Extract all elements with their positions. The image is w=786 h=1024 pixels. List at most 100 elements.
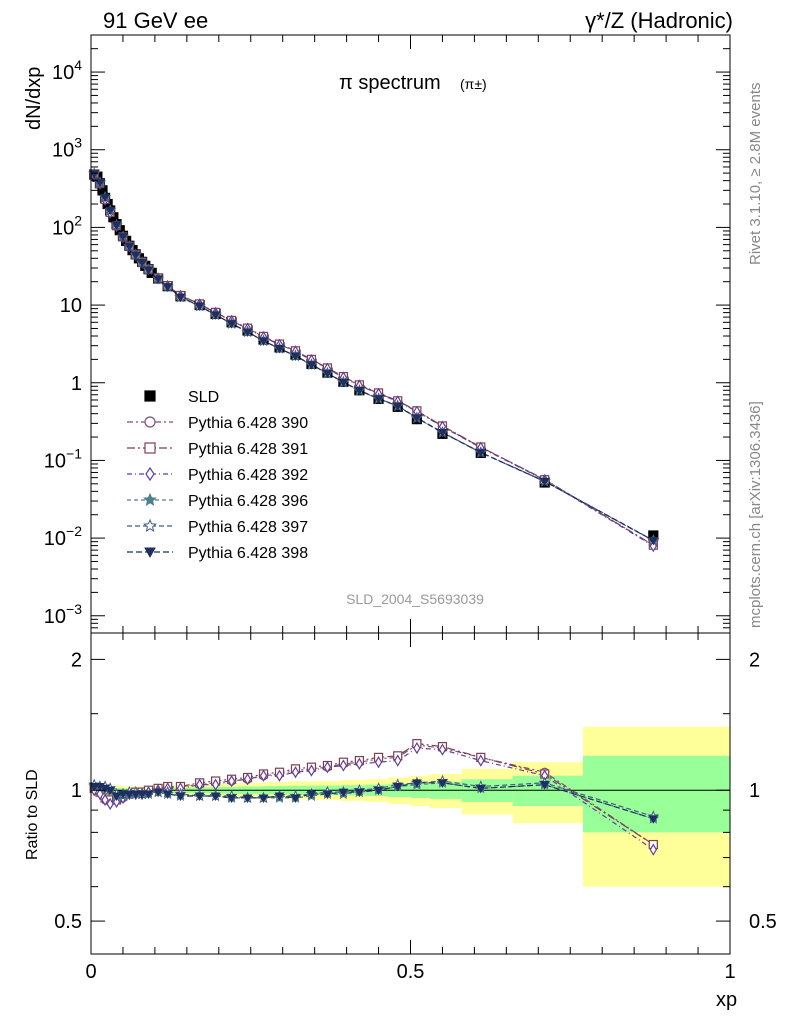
ratio-point-398 <box>274 792 285 801</box>
legend-marker <box>144 547 156 559</box>
mcplots-label: mcplots.cern.ch [arXiv:1306.3436] <box>747 401 764 628</box>
legend-label: Pythia 6.428 398 <box>188 545 308 562</box>
main-ytick-label: 104 <box>52 57 82 84</box>
legend-entry: Pythia 6.428 396 <box>127 492 308 510</box>
ratio-ytick-label-left: 0.5 <box>54 911 82 933</box>
ratio-point-392 <box>438 743 447 756</box>
ratio-point-398 <box>242 794 253 803</box>
main-ytick-label: 1 <box>71 373 82 395</box>
main-ytick-label: 10−2 <box>44 523 82 550</box>
ratio-point-398 <box>210 792 221 801</box>
ratio-point-398 <box>412 779 422 788</box>
point-398 <box>89 170 100 179</box>
ratio-xtick-label: 0 <box>85 961 96 983</box>
series-line-396 <box>93 173 654 542</box>
ratio-point-392 <box>195 778 204 791</box>
ratio-point-392 <box>101 793 109 807</box>
ratio-point-398 <box>437 779 448 788</box>
legend-marker <box>143 518 157 532</box>
point-398 <box>338 378 349 388</box>
ratio-ytick-label-right: 2 <box>749 649 760 671</box>
ratio-point-398 <box>105 786 116 796</box>
point-398 <box>373 395 384 404</box>
legend-entry: Pythia 6.428 398 <box>127 545 308 562</box>
point-398 <box>226 320 237 329</box>
ratio-point-398 <box>290 794 301 803</box>
legend-marker <box>143 492 157 506</box>
series-line-397 <box>93 173 654 541</box>
ratio-point-398 <box>194 792 205 801</box>
series-line-390 <box>93 173 654 546</box>
series-line-391 <box>93 173 654 546</box>
legend-label: Pythia 6.428 397 <box>188 519 308 536</box>
point-398 <box>354 386 365 396</box>
legend-label: Pythia 6.428 396 <box>188 493 308 510</box>
legend-entry: SLD <box>144 389 219 406</box>
legend-entry: Pythia 6.428 390 <box>127 415 308 432</box>
main-ytick-label: 10−3 <box>44 601 82 628</box>
legend-label: SLD <box>188 389 219 406</box>
ratio-point-392 <box>477 754 485 767</box>
point-398 <box>210 311 221 320</box>
ratio-point-392 <box>291 766 300 779</box>
point-398 <box>105 206 116 216</box>
ratio-xlabel: xp <box>716 989 737 1011</box>
point-398 <box>412 414 422 423</box>
ratio-point-398 <box>111 792 122 801</box>
legend-entry: Pythia 6.428 391 <box>127 441 308 458</box>
point-398 <box>137 259 147 268</box>
ratio-xtick-label: 0.5 <box>397 961 425 983</box>
ratio-point-392 <box>259 769 268 782</box>
main-frame <box>90 34 731 634</box>
ratio-point-398 <box>392 782 403 792</box>
ratio-point-398 <box>153 788 163 798</box>
legend-marker <box>144 390 156 402</box>
ratio-point-398 <box>130 790 141 800</box>
ratio-point-398 <box>475 784 486 794</box>
ratio-point-398 <box>539 781 550 790</box>
legend-marker <box>144 416 156 428</box>
point-398 <box>539 477 550 487</box>
ratio-point-392 <box>211 778 220 791</box>
ratio-point-392 <box>275 769 284 782</box>
ratio-point-398 <box>338 788 349 798</box>
ratio-point-398 <box>322 790 333 800</box>
ratio-axes: 0.5 0.5 1 1 2 2 0 0.5 1 <box>54 633 777 983</box>
point-398 <box>118 233 128 242</box>
ratio-point-398 <box>118 790 128 800</box>
point-398 <box>153 275 163 284</box>
main-ytick-label: 103 <box>52 135 82 162</box>
ratio-point-398 <box>648 815 659 824</box>
main-ytick-label: 10−1 <box>44 445 82 472</box>
main-panel: 10−3 10−2 10−1 1 10 102 103 104 π spectrum (π±)… <box>23 34 731 634</box>
ratio-point-392 <box>227 774 236 788</box>
point-398 <box>437 428 448 438</box>
point-398 <box>322 369 333 379</box>
rivet-label: Rivet 3.1.10, ≥ 2.8M events <box>747 83 764 266</box>
ratio-ytick-label-left: 2 <box>71 649 82 671</box>
ratio-point-392 <box>374 756 383 769</box>
point-398 <box>95 179 105 188</box>
ratio-xtick-label: 1 <box>724 961 735 983</box>
series-line-392 <box>93 173 654 547</box>
ratio-point-398 <box>226 794 237 803</box>
legend-label: Pythia 6.428 392 <box>188 467 308 484</box>
main-ylabel: dN/dxp <box>23 67 45 130</box>
legend-marker <box>145 466 155 482</box>
ratio-point-392 <box>243 773 252 786</box>
ratio-point-392 <box>339 759 348 772</box>
main-ytick-label: 102 <box>52 212 82 239</box>
point-398 <box>392 402 403 412</box>
point-398 <box>290 352 301 362</box>
ratio-point-392 <box>413 741 421 755</box>
ratio-bands <box>91 726 730 887</box>
ratio-point-392 <box>649 843 658 856</box>
point-398 <box>194 302 205 312</box>
ratio-panel: 0.5 0.5 1 1 2 2 0 0.5 1 Ratio to SLD xp <box>24 632 777 1011</box>
ratio-point-392 <box>394 754 402 767</box>
watermark: SLD_2004_S5693039 <box>346 591 484 607</box>
main-axes: 10−3 10−2 10−1 1 10 102 103 104 <box>44 34 731 634</box>
point-398 <box>175 293 186 303</box>
point-398 <box>143 266 154 275</box>
